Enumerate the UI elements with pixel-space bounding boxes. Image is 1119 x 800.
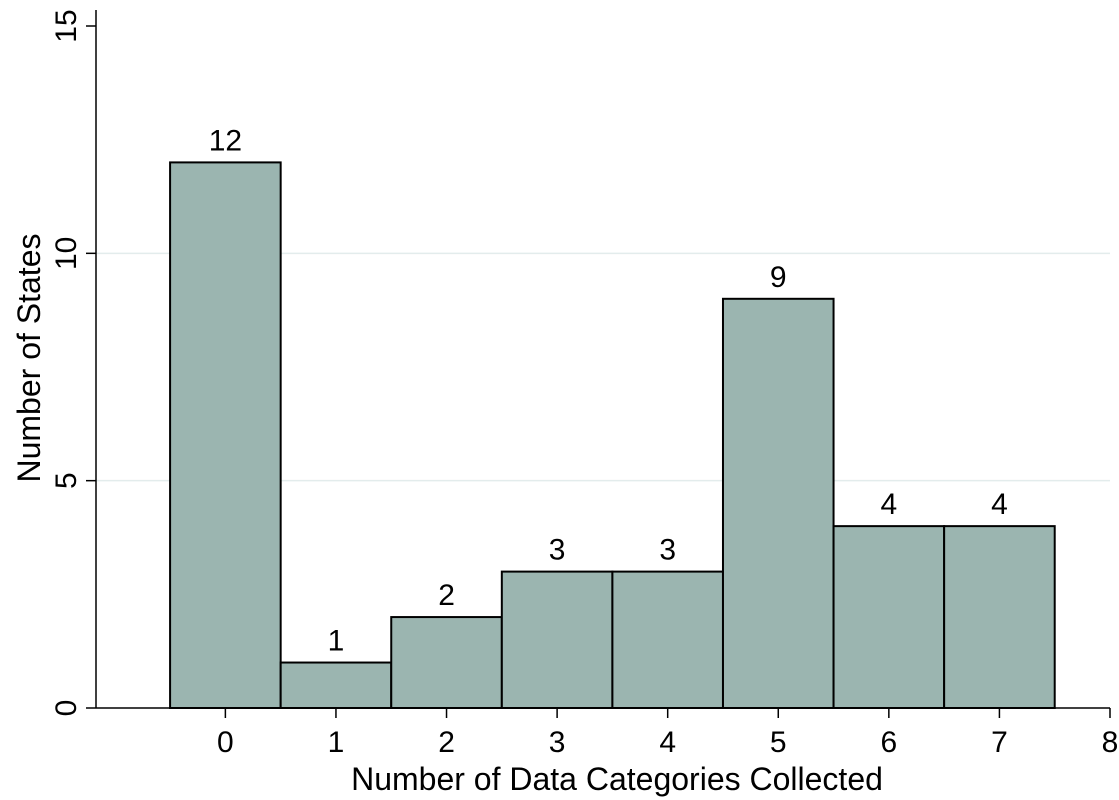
- y-tick-label-10: 10: [50, 237, 83, 270]
- x-tick-label-8: 8: [1102, 726, 1119, 759]
- x-tick-label-7: 7: [991, 726, 1008, 759]
- y-tick-label-15: 15: [50, 9, 83, 42]
- bar-5: [721, 297, 835, 709]
- data-label-6: 4: [881, 488, 898, 521]
- x-tick-label-5: 5: [770, 726, 787, 759]
- bars: [169, 161, 1056, 710]
- data-label-7: 4: [991, 488, 1008, 521]
- bar-0: [169, 161, 282, 709]
- data-label-0: 12: [209, 124, 242, 157]
- bar-6: [832, 525, 946, 710]
- y-tick-label-5: 5: [50, 472, 83, 489]
- bar-7: [943, 525, 1056, 710]
- x-tick-label-0: 0: [217, 726, 234, 759]
- axes: [95, 10, 1110, 709]
- data-label-5: 9: [770, 261, 787, 294]
- data-label-1: 1: [328, 625, 345, 658]
- y-axis-label: Number of States: [11, 234, 47, 483]
- x-tick-label-1: 1: [328, 726, 345, 759]
- bar-2: [390, 616, 503, 709]
- x-tick-label-2: 2: [438, 726, 455, 759]
- x-tick-label-6: 6: [881, 726, 898, 759]
- x-axis-label: Number of Data Categories Collected: [351, 761, 883, 797]
- data-label-4: 3: [659, 534, 676, 567]
- y-tick-label-0: 0: [50, 700, 83, 717]
- x-tick-label-3: 3: [549, 726, 566, 759]
- bar-1: [279, 661, 393, 709]
- data-label-2: 2: [438, 579, 455, 612]
- x-tick-label-4: 4: [659, 726, 676, 759]
- data-label-3: 3: [549, 534, 566, 567]
- bar-3: [500, 570, 614, 709]
- bar-4: [611, 570, 724, 709]
